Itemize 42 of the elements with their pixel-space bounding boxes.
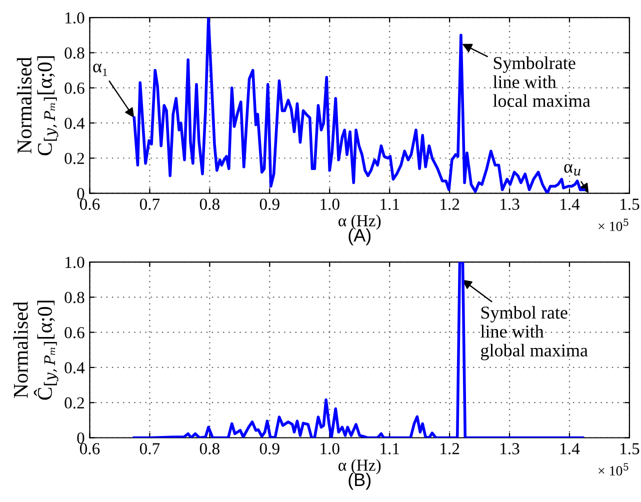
annotation: α$_{u}$ <box>564 164 580 176</box>
x-tick-label: 0.7 <box>140 198 160 210</box>
x-tick-label: 1.5 <box>620 198 640 210</box>
y-tick-label: 0.2 <box>64 152 84 164</box>
y-tick-label: 0.4 <box>64 362 85 374</box>
y-tick-label: 0.4 <box>64 118 85 130</box>
y-axis-title: Normalised Ĉ$_{[y,Pₘ]}$[α;0] <box>13 300 58 400</box>
text: (A) <box>348 228 371 246</box>
x-tick-label: 0.9 <box>260 198 280 210</box>
x-tick-label: 1.2 <box>440 198 460 210</box>
x-axis-title: α (Hz) <box>338 214 381 230</box>
x-tick-label: 1.1 <box>380 198 399 210</box>
annotation: Symbolrate line with local maxima <box>493 56 590 107</box>
annotation: Symbol rate line with global maxima <box>480 306 588 360</box>
x-tick-label: 0.9 <box>260 443 280 454</box>
x-tick-label: 1.3 <box>500 198 520 210</box>
text: (B) <box>348 472 371 490</box>
y-tick-label: 0.8 <box>64 47 84 59</box>
x-tick-label: 1.1 <box>380 443 399 454</box>
x-tick-label: 1.2 <box>440 443 460 454</box>
y-tick-label: 0.2 <box>64 397 84 409</box>
x-tick-label: 0.7 <box>140 443 160 454</box>
y-tick-label: 0.6 <box>64 327 84 338</box>
y-tick-label: 1.0 <box>66 12 84 24</box>
x-tick-label: 1.3 <box>500 443 520 454</box>
x-tick-label: 0.8 <box>200 198 220 210</box>
y-tick-label: 0.8 <box>64 292 84 304</box>
y-tick-label: 0 <box>77 188 84 200</box>
text: × 10$^{5}$ <box>598 463 628 476</box>
x-axis-title: α (Hz) <box>338 459 381 474</box>
text: × 10$^{5}$ <box>598 218 628 232</box>
x-tick-label: 1.5 <box>620 443 640 454</box>
y-axis-title: Normalised C$_{[y,Pₘ]}$[α;0] <box>16 56 58 156</box>
annotation: α₁ <box>93 64 107 76</box>
x-tick-label: 1.4 <box>560 443 580 454</box>
x-tick-label: 1.4 <box>560 198 580 210</box>
x-tick-label: 0.8 <box>200 443 220 454</box>
y-tick-label: 1.0 <box>66 256 84 268</box>
y-tick-label: 0 <box>77 432 84 444</box>
x-tick-label: 1.0 <box>320 443 340 454</box>
y-tick-label: 0.6 <box>64 82 84 94</box>
x-tick-label: 1.0 <box>320 198 340 210</box>
